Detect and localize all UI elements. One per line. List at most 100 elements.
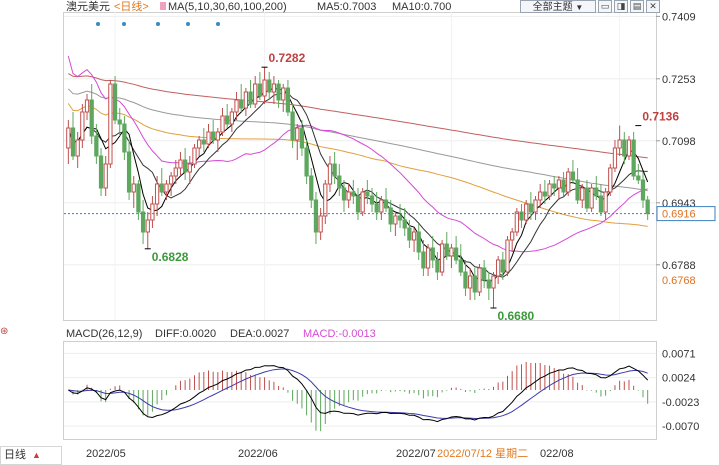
candle-body <box>108 83 113 165</box>
candle <box>70 112 76 160</box>
theme-button[interactable]: 全部主题 ▼ <box>520 0 596 13</box>
collapse-icon[interactable]: ▤ <box>630 0 644 13</box>
chevron-up-icon: ▲ <box>32 450 41 460</box>
candle-body <box>645 199 650 215</box>
candle-body <box>346 191 351 201</box>
candle <box>168 172 174 196</box>
candle-body <box>411 231 417 241</box>
candle-body <box>253 83 258 105</box>
candle <box>243 88 249 116</box>
candle-body <box>295 127 300 141</box>
candle-body <box>533 199 538 213</box>
candle-body <box>365 191 370 197</box>
candle-body <box>402 219 407 229</box>
candle-body <box>94 135 99 157</box>
candle <box>239 84 244 112</box>
event-dot[interactable] <box>216 22 220 26</box>
candle-body <box>496 259 501 277</box>
candle-body <box>528 203 533 213</box>
candle <box>542 180 548 204</box>
candle <box>75 132 80 168</box>
candle <box>159 168 164 196</box>
candle <box>150 196 155 228</box>
candle-body <box>257 83 263 97</box>
candle <box>173 160 178 184</box>
candle-body <box>355 195 361 213</box>
event-dot[interactable] <box>186 22 190 26</box>
candle-body <box>178 159 183 169</box>
extreme-label: 0.6680 <box>497 309 534 323</box>
candle-body <box>500 259 505 273</box>
candle-body <box>636 175 641 181</box>
candle <box>439 240 445 276</box>
candles <box>66 67 650 308</box>
candle <box>66 120 71 164</box>
candle-body <box>439 243 445 273</box>
close-icon[interactable]: ✕ <box>646 0 660 13</box>
dea-line <box>68 368 648 420</box>
candle <box>290 104 295 148</box>
candle <box>482 260 487 288</box>
date-label-2022-06: 2022/06 <box>238 448 278 460</box>
candle-body <box>407 227 412 241</box>
candle <box>566 168 571 196</box>
candle-body <box>575 179 580 201</box>
candle-body <box>239 99 244 109</box>
candle-body <box>234 99 239 113</box>
macd-grid-lines <box>64 352 656 427</box>
candle-body <box>421 251 426 269</box>
date-label-cursor: 2022/07/12 星期二 <box>437 447 528 460</box>
diff-line <box>68 365 649 423</box>
candle <box>505 236 510 276</box>
candle <box>262 67 267 104</box>
candle-body <box>271 83 277 93</box>
candle <box>281 84 286 112</box>
window-icon[interactable]: ▭ <box>598 0 612 13</box>
event-dot[interactable] <box>122 22 126 26</box>
macd-settings-icon[interactable]: ⊛ <box>0 326 8 337</box>
candle <box>631 132 636 180</box>
candle-body <box>313 199 319 233</box>
candle-body <box>477 267 482 293</box>
candle-body <box>206 131 211 145</box>
candle <box>304 140 309 184</box>
ma-params-label: MA(5,10,30,60,100,200) <box>168 1 287 13</box>
y-tick-label: 0.7098 <box>662 136 696 148</box>
candle <box>257 72 263 100</box>
candle-body <box>435 259 440 273</box>
macd-title: MACD(26,12,9) <box>66 328 142 340</box>
candle <box>594 176 599 200</box>
candle <box>327 156 333 192</box>
period-tab[interactable]: 日线 ▲ <box>0 446 62 465</box>
candle-body <box>89 99 94 137</box>
candle <box>351 180 356 204</box>
candle <box>197 136 202 156</box>
candle-body <box>538 191 543 201</box>
macd-diff-value: DIFF:0.0020 <box>155 328 216 340</box>
candle <box>229 108 234 132</box>
candle-body <box>524 203 529 221</box>
candle-body <box>580 187 585 201</box>
candle <box>295 124 300 160</box>
candle <box>617 125 622 156</box>
candle-body <box>309 175 314 201</box>
candle-body <box>112 83 118 121</box>
fullscreen-icon[interactable]: ◨ <box>614 0 628 13</box>
candle <box>388 200 393 232</box>
candle-body <box>225 115 230 125</box>
candle <box>187 156 192 184</box>
candle <box>636 164 641 184</box>
candle <box>496 256 501 284</box>
candle-body <box>612 147 618 169</box>
candle <box>622 132 627 164</box>
candle <box>80 104 85 148</box>
candle-body <box>84 99 90 113</box>
candle-body <box>126 151 132 193</box>
candle-body <box>510 231 515 241</box>
candle <box>253 76 258 108</box>
event-dot[interactable] <box>156 22 160 26</box>
candle-body <box>103 163 108 189</box>
candle <box>514 208 519 236</box>
event-dot[interactable] <box>96 22 100 26</box>
candle-body <box>472 275 477 293</box>
